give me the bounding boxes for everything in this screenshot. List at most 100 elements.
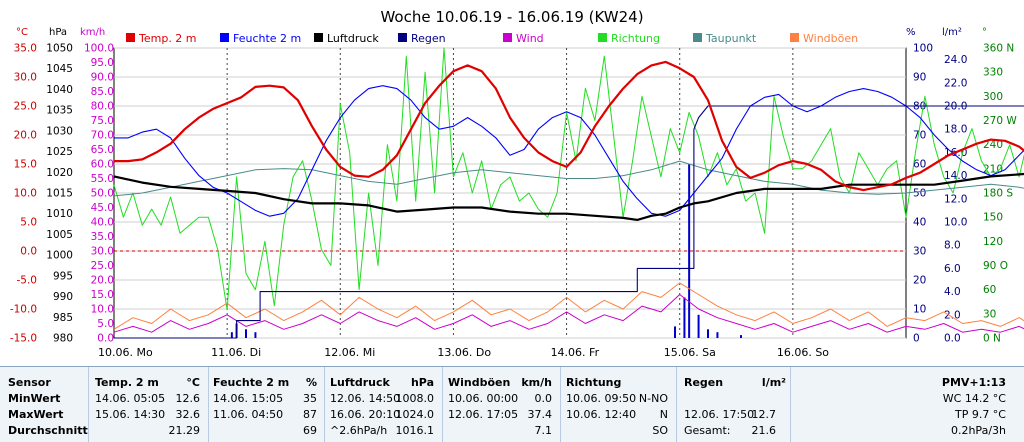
stats-cell: WC 14.2 °C [886, 392, 1006, 406]
axis-tick-label: 270 W [983, 115, 1017, 127]
axis-tick-label: 330 [983, 67, 1003, 79]
stats-separator [560, 367, 561, 442]
x-tick-label: 13.06. Do [437, 346, 491, 359]
axis-tick-label: 60 [913, 159, 926, 171]
stats-cell: Regen [684, 376, 723, 390]
stats-cell: 37.4 [512, 408, 552, 422]
axis-tick-label: -10.0 [10, 304, 37, 316]
stats-cell: 10.06. 00:00 [448, 392, 518, 406]
axis-tick-label: 1030 [46, 125, 73, 137]
stats-cell: Luftdruck [330, 376, 390, 390]
axis-tick-label: 1025 [46, 146, 73, 158]
legend-label: Taupunkt [705, 32, 757, 45]
axis-unit: % [906, 27, 916, 38]
axis-tick-label: 60 [983, 284, 996, 296]
axis-tick-label: 6.0 [944, 263, 961, 275]
stats-cell: 12.7 [736, 408, 776, 422]
stats-cell: 1016.1 [384, 424, 434, 438]
axis-tick-label: 60.0 [91, 159, 114, 171]
axis-tick-label: 90 O [983, 260, 1008, 272]
axis-tick-label: 85.0 [91, 86, 114, 98]
axis-unit: km/h [80, 27, 105, 38]
stats-cell: 7.1 [512, 424, 552, 438]
stats-cell: 1024.0 [384, 408, 434, 422]
axis-tick-label: 35.0 [91, 231, 114, 243]
stats-cell: 0.0 [512, 392, 552, 406]
legend-label: Temp. 2 m [138, 32, 197, 45]
stats-cell: % [297, 376, 317, 390]
x-tick-label: 15.06. Sa [664, 346, 716, 359]
legend-label: Wind [516, 32, 544, 45]
stats-cell: N [628, 408, 668, 422]
axis-tick-label: 20.0 [14, 130, 37, 142]
axis-tick-label: 180 S [983, 188, 1013, 200]
axis-tick-label: 40 [913, 217, 926, 229]
axis-tick-label: -15.0 [10, 333, 37, 345]
stats-cell: 69 [287, 424, 317, 438]
legend-swatch [693, 33, 702, 42]
axis-tick-label: 15.0 [14, 159, 37, 171]
axis-tick-label: 30.0 [91, 246, 114, 258]
axis-tick-label: 55.0 [91, 173, 114, 185]
stats-cell: TP 9.7 °C [886, 408, 1006, 422]
axis-tick-label: 40.0 [91, 217, 114, 229]
stats-cell: Richtung [566, 376, 621, 390]
x-tick-label: 12.06. Mi [324, 346, 375, 359]
axis-tick-label: 30 [913, 246, 926, 258]
stats-cell: km/h [512, 376, 552, 390]
axis-tick-label: 1010 [46, 208, 73, 220]
axis-tick-label: 50 [913, 188, 926, 200]
stats-cell: Feuchte 2 m [213, 376, 289, 390]
chart-title: Woche 10.06.19 - 16.06.19 (KW24) [380, 8, 643, 26]
x-tick-label: 10.06. Mo [98, 346, 153, 359]
stats-cell: ^2.6hPa/h [330, 424, 387, 438]
stats-cell: °C [170, 376, 200, 390]
stats-cell: MinWert [8, 392, 60, 406]
axis-unit: l/m² [942, 27, 962, 38]
stats-cell: 21.6 [736, 424, 776, 438]
axis-tick-label: 0 [913, 333, 920, 345]
stats-cell: 11.06. 04:50 [213, 408, 283, 422]
stats-cell: 32.6 [150, 408, 200, 422]
axis-unit: hPa [49, 27, 67, 38]
axis-tick-label: 0 N [983, 333, 1001, 345]
axis-tick-label: 90 [913, 72, 926, 84]
axis-tick-label: 10.0 [91, 304, 114, 316]
axis-tick-label: 65.0 [91, 144, 114, 156]
axis-tick-label: 985 [53, 312, 73, 324]
axis-tick-label: 18.0 [944, 124, 967, 136]
axis-tick-label: 0.0 [97, 333, 114, 345]
stats-cell: 10.06. 09:50 [566, 392, 636, 406]
stats-cell: 12.06. 17:05 [448, 408, 518, 422]
stats-cell: PMV+1:13 [886, 376, 1006, 390]
axis-tick-label: 990 [53, 291, 73, 303]
stats-separator [442, 367, 443, 442]
legend-label: Luftdruck [327, 32, 379, 45]
axis-tick-label: 1045 [46, 63, 73, 75]
axis-tick-label: 100 [913, 43, 933, 55]
stats-table: Sensor Temp. 2 m °C Feuchte 2 m% Luftdruck hP… [0, 366, 1024, 442]
axis-tick-label: 1050 [46, 43, 73, 55]
axis-tick-label: 70 [913, 130, 926, 142]
stats-cell: N-NO [628, 392, 668, 406]
stats-cell: 21.29 [150, 424, 200, 438]
stats-separator [208, 367, 209, 442]
stats-cell: 14.06. 15:05 [213, 392, 283, 406]
axis-tick-label: 10 [913, 304, 926, 316]
stats-separator [88, 367, 89, 442]
axis-tick-label: 300 [983, 91, 1003, 103]
axis-tick-label: 10.0 [14, 188, 37, 200]
stats-cell: 10.06. 12:40 [566, 408, 636, 422]
axis-tick-label: 24.0 [944, 54, 967, 66]
axis-tick-label: 12.0 [944, 193, 967, 205]
stats-cell: Sensor [8, 376, 51, 390]
axis-tick-label: 20 [913, 275, 926, 287]
axis-tick-label: 90.0 [91, 72, 114, 84]
legend-label: Windböen [803, 32, 858, 45]
axis-tick-label: 980 [53, 333, 73, 345]
axis-tick-label: 5.0 [20, 217, 37, 229]
stats-cell: 1008.0 [384, 392, 434, 406]
axis-tick-label: 25.0 [91, 260, 114, 272]
stats-cell: Durchschnitt [8, 424, 88, 438]
stats-cell: 87 [287, 408, 317, 422]
